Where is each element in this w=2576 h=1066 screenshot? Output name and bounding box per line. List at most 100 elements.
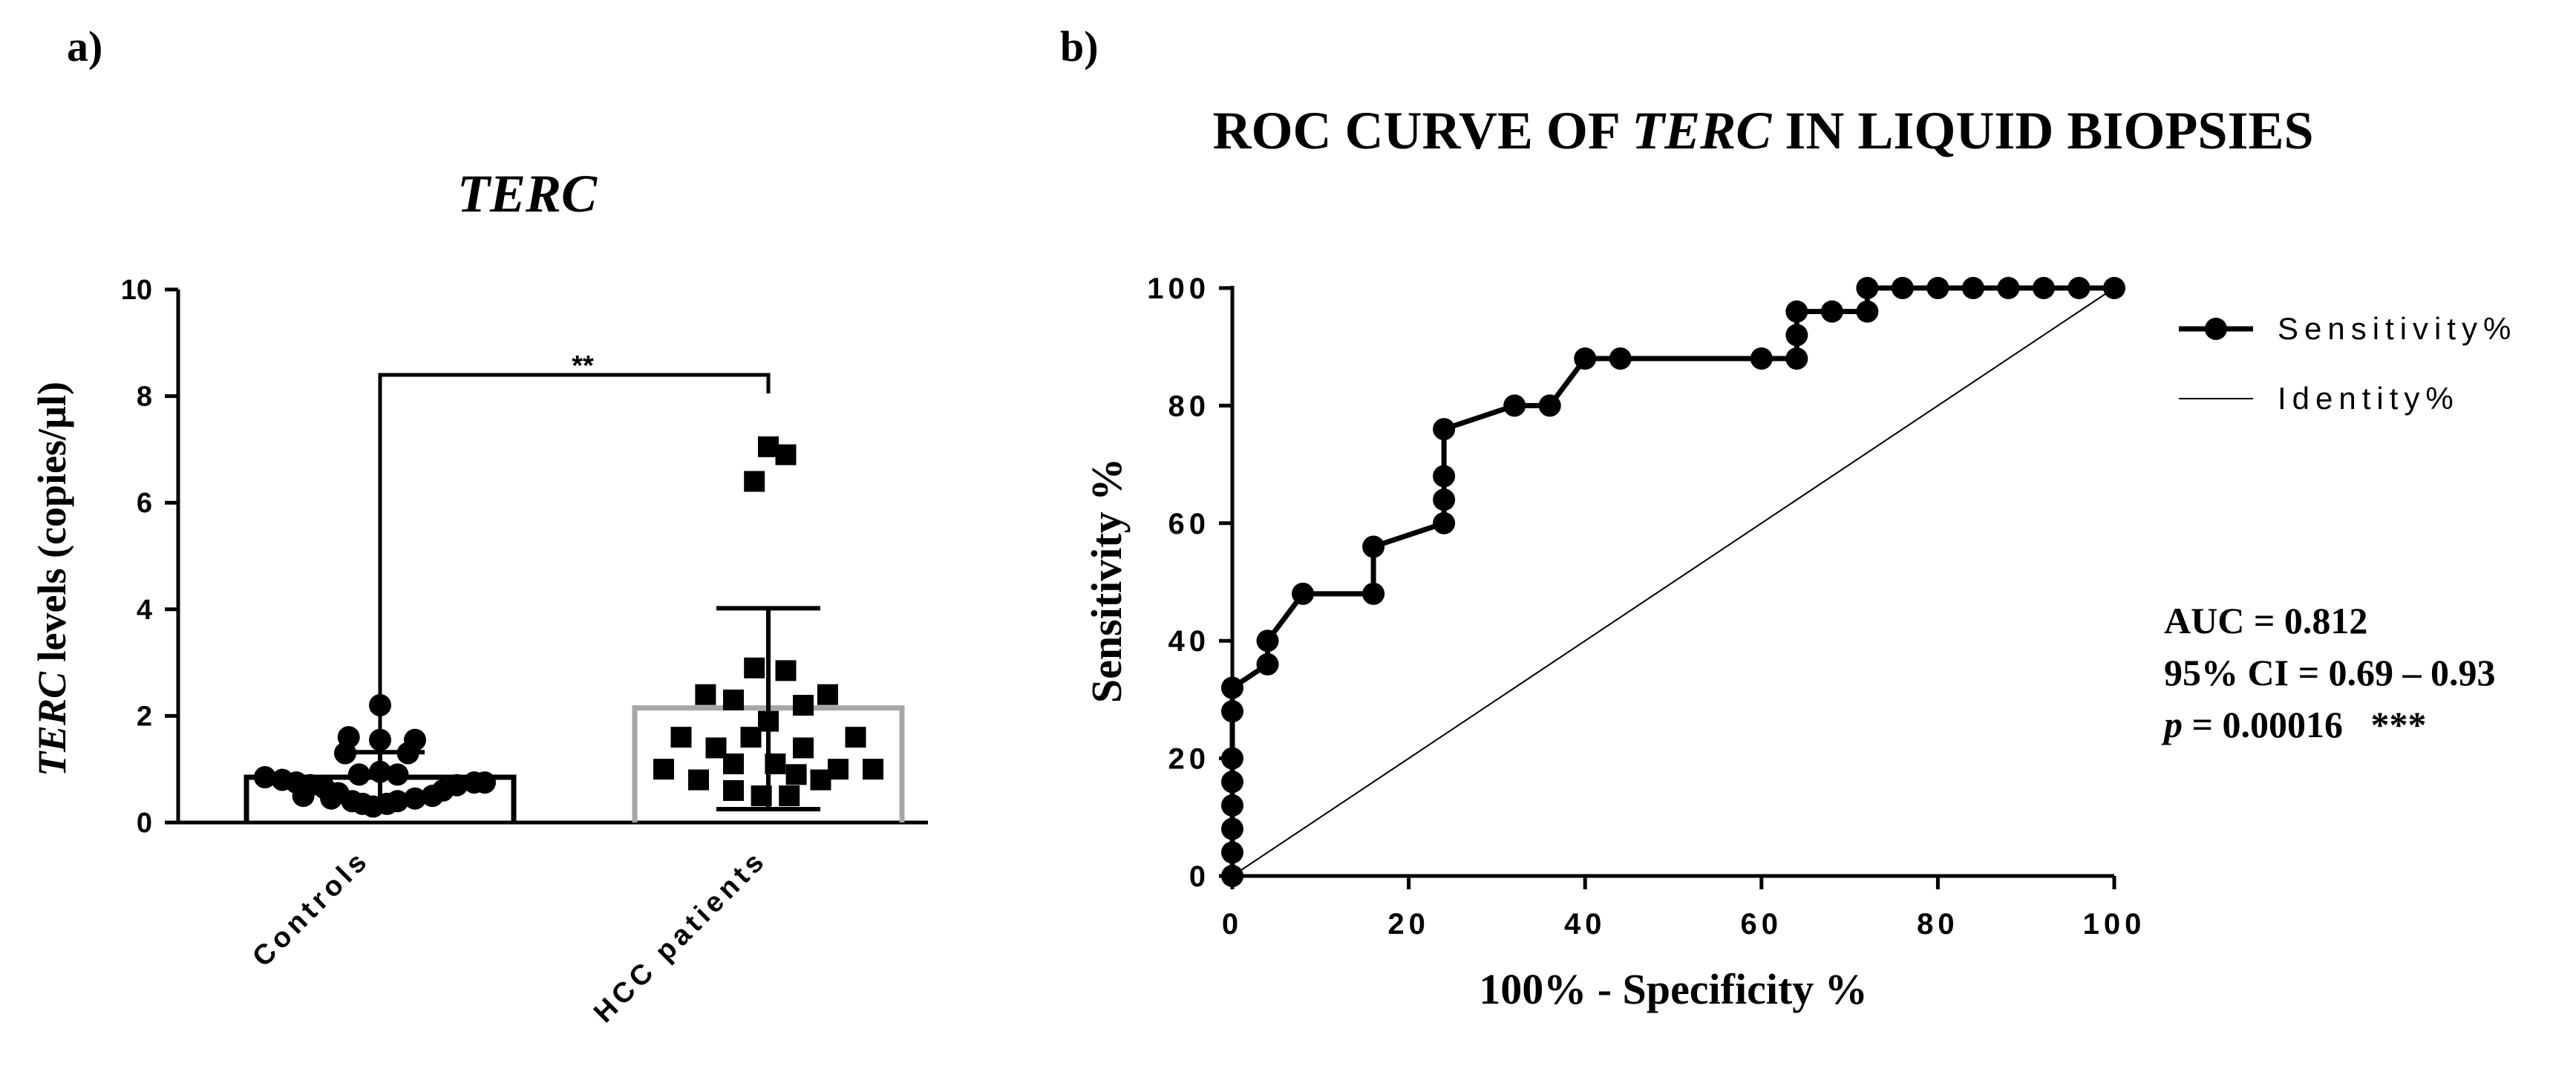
- data-point-controls: [474, 771, 496, 794]
- data-point-hcc-patients: [744, 471, 765, 492]
- identity-series: [1232, 287, 2115, 877]
- roc-point: [1433, 488, 1456, 511]
- roc-point: [1609, 347, 1632, 370]
- data-point-hcc-patients: [723, 753, 744, 775]
- panel-b-y-tick-label: 0: [1189, 860, 1210, 893]
- p-value-italic: p: [2161, 704, 2183, 745]
- data-point-controls: [347, 763, 370, 786]
- panel-a-points: [253, 436, 883, 818]
- roc-point: [1221, 865, 1243, 887]
- roc-point: [1221, 771, 1243, 794]
- data-point-hcc-patients: [740, 727, 762, 748]
- roc-point: [1574, 347, 1597, 370]
- panel-a-y-tick-label: 0: [137, 808, 152, 839]
- panel-b-y-ticks: 0 20 40 60 80 100: [1147, 272, 1232, 893]
- data-point-hcc-patients: [653, 759, 674, 780]
- roc-point: [1856, 277, 1879, 299]
- data-point-hcc-patients: [793, 737, 814, 759]
- panel-a-y-tick-label: 10: [121, 275, 152, 306]
- panel-b-title-italic: TERC: [1632, 101, 1772, 160]
- panel-a: a) TERC TERC levels (copies/µl) 0246810 …: [30, 22, 928, 1029]
- roc-point: [1362, 535, 1385, 558]
- panel-a-y-tick-label: 4: [137, 595, 152, 626]
- legend: Sensitivity% Identity%: [2179, 311, 2517, 416]
- roc-point: [1820, 300, 1843, 323]
- category-label-hcc-patients: HCC patients: [588, 844, 773, 1029]
- legend-sensitivity-label: Sensitivity%: [2278, 311, 2517, 346]
- data-point-controls: [292, 785, 315, 808]
- ci-text: 95% CI = 0.69 – 0.93: [2164, 652, 2496, 693]
- panel-a-y-ticks: 0 2 4 6 8 10: [121, 275, 178, 839]
- data-point-hcc-patients: [779, 785, 800, 807]
- panel-a-y-tick-label: 8: [137, 382, 152, 413]
- panel-b-title: ROC CURVE OF TERC IN LIQUID BIOPSIES: [1212, 101, 2313, 160]
- roc-point: [1221, 817, 1243, 840]
- data-point-hcc-patients: [688, 769, 709, 791]
- data-point-hcc-patients: [723, 779, 744, 801]
- significance-bracket: [378, 373, 771, 803]
- data-point-hcc-patients: [845, 727, 866, 748]
- data-point-hcc-patients: [793, 695, 814, 716]
- roc-point: [1433, 465, 1456, 488]
- panel-b-y-tick-label: 80: [1168, 390, 1211, 422]
- panel-b: b) ROC CURVE OF TERC IN LIQUID BIOPSIES …: [1060, 22, 2517, 1013]
- data-point-controls: [337, 726, 360, 749]
- data-point-hcc-patients: [817, 684, 838, 705]
- panel-b-title-part2: IN LIQUID BIOPSIES: [1771, 101, 2313, 160]
- roc-point: [1785, 347, 1808, 370]
- roc-point: [1221, 747, 1243, 770]
- data-point-hcc-patients: [744, 657, 765, 678]
- roc-series: [1221, 277, 2125, 887]
- panel-b-y-axis-label: Sensitivity %: [1082, 458, 1131, 703]
- identity-line: [1232, 287, 2115, 877]
- panel-b-title-part1: ROC CURVE OF: [1212, 101, 1632, 160]
- data-point-hcc-patients: [723, 689, 744, 710]
- data-point-controls: [386, 763, 409, 786]
- roc-point: [1538, 394, 1561, 417]
- data-point-hcc-patients: [828, 759, 849, 780]
- roc-point: [1221, 794, 1243, 817]
- panel-b-label: b): [1060, 22, 1099, 71]
- roc-point: [1292, 582, 1315, 605]
- significance-stars: **: [572, 350, 594, 382]
- stats-annotation: AUC = 0.812 95% CI = 0.69 – 0.93 p = 0.0…: [2161, 600, 2496, 745]
- data-point-controls: [445, 774, 468, 797]
- panel-b-y-tick-label: 40: [1168, 625, 1211, 658]
- data-point-hcc-patients: [758, 436, 779, 457]
- panel-b-y-tick-label: 60: [1168, 508, 1211, 540]
- panel-a-y-tick-label: 2: [137, 701, 152, 732]
- panel-a-title: TERC: [457, 164, 598, 223]
- roc-point: [1221, 841, 1243, 864]
- roc-point: [1856, 300, 1879, 323]
- data-point-hcc-patients: [810, 769, 831, 791]
- roc-point: [1503, 394, 1526, 417]
- data-point-hcc-patients: [705, 737, 727, 759]
- roc-point: [1256, 630, 1279, 653]
- p-value-rest: = 0.00016 ***: [2183, 704, 2427, 745]
- panel-a-y-axis-label-italic: TERC: [30, 671, 74, 776]
- roc-point: [1433, 511, 1456, 534]
- roc-point: [2032, 277, 2055, 299]
- panel-b-x-tick-label: 60: [1741, 908, 1783, 941]
- data-point-hcc-patients: [775, 444, 797, 465]
- data-point-hcc-patients: [785, 764, 807, 785]
- panel-b-x-tick-label: 0: [1222, 908, 1243, 941]
- roc-point: [2067, 277, 2090, 299]
- roc-point: [1750, 347, 1773, 370]
- panel-b-x-tick-label: 40: [1564, 908, 1606, 941]
- roc-point: [1926, 277, 1949, 299]
- roc-point: [1362, 582, 1385, 605]
- panel-a-y-axis-label: TERC levels (copies/µl): [30, 382, 74, 776]
- roc-point: [1256, 653, 1279, 676]
- category-label-controls: Controls: [246, 844, 376, 973]
- data-point-controls: [253, 765, 276, 788]
- panel-b-x-ticks: 0 20 40 60 80 100: [1222, 876, 2141, 941]
- roc-point: [1961, 277, 1984, 299]
- roc-point: [1785, 300, 1808, 323]
- panel-a-y-tick-label: 6: [137, 488, 152, 519]
- panel-a-y-axis-label-rest: levels (copies/µl): [30, 382, 74, 672]
- panel-b-x-axis-label: 100% - Specificity %: [1479, 965, 1868, 1013]
- roc-point: [2103, 277, 2125, 299]
- roc-point: [1785, 324, 1808, 347]
